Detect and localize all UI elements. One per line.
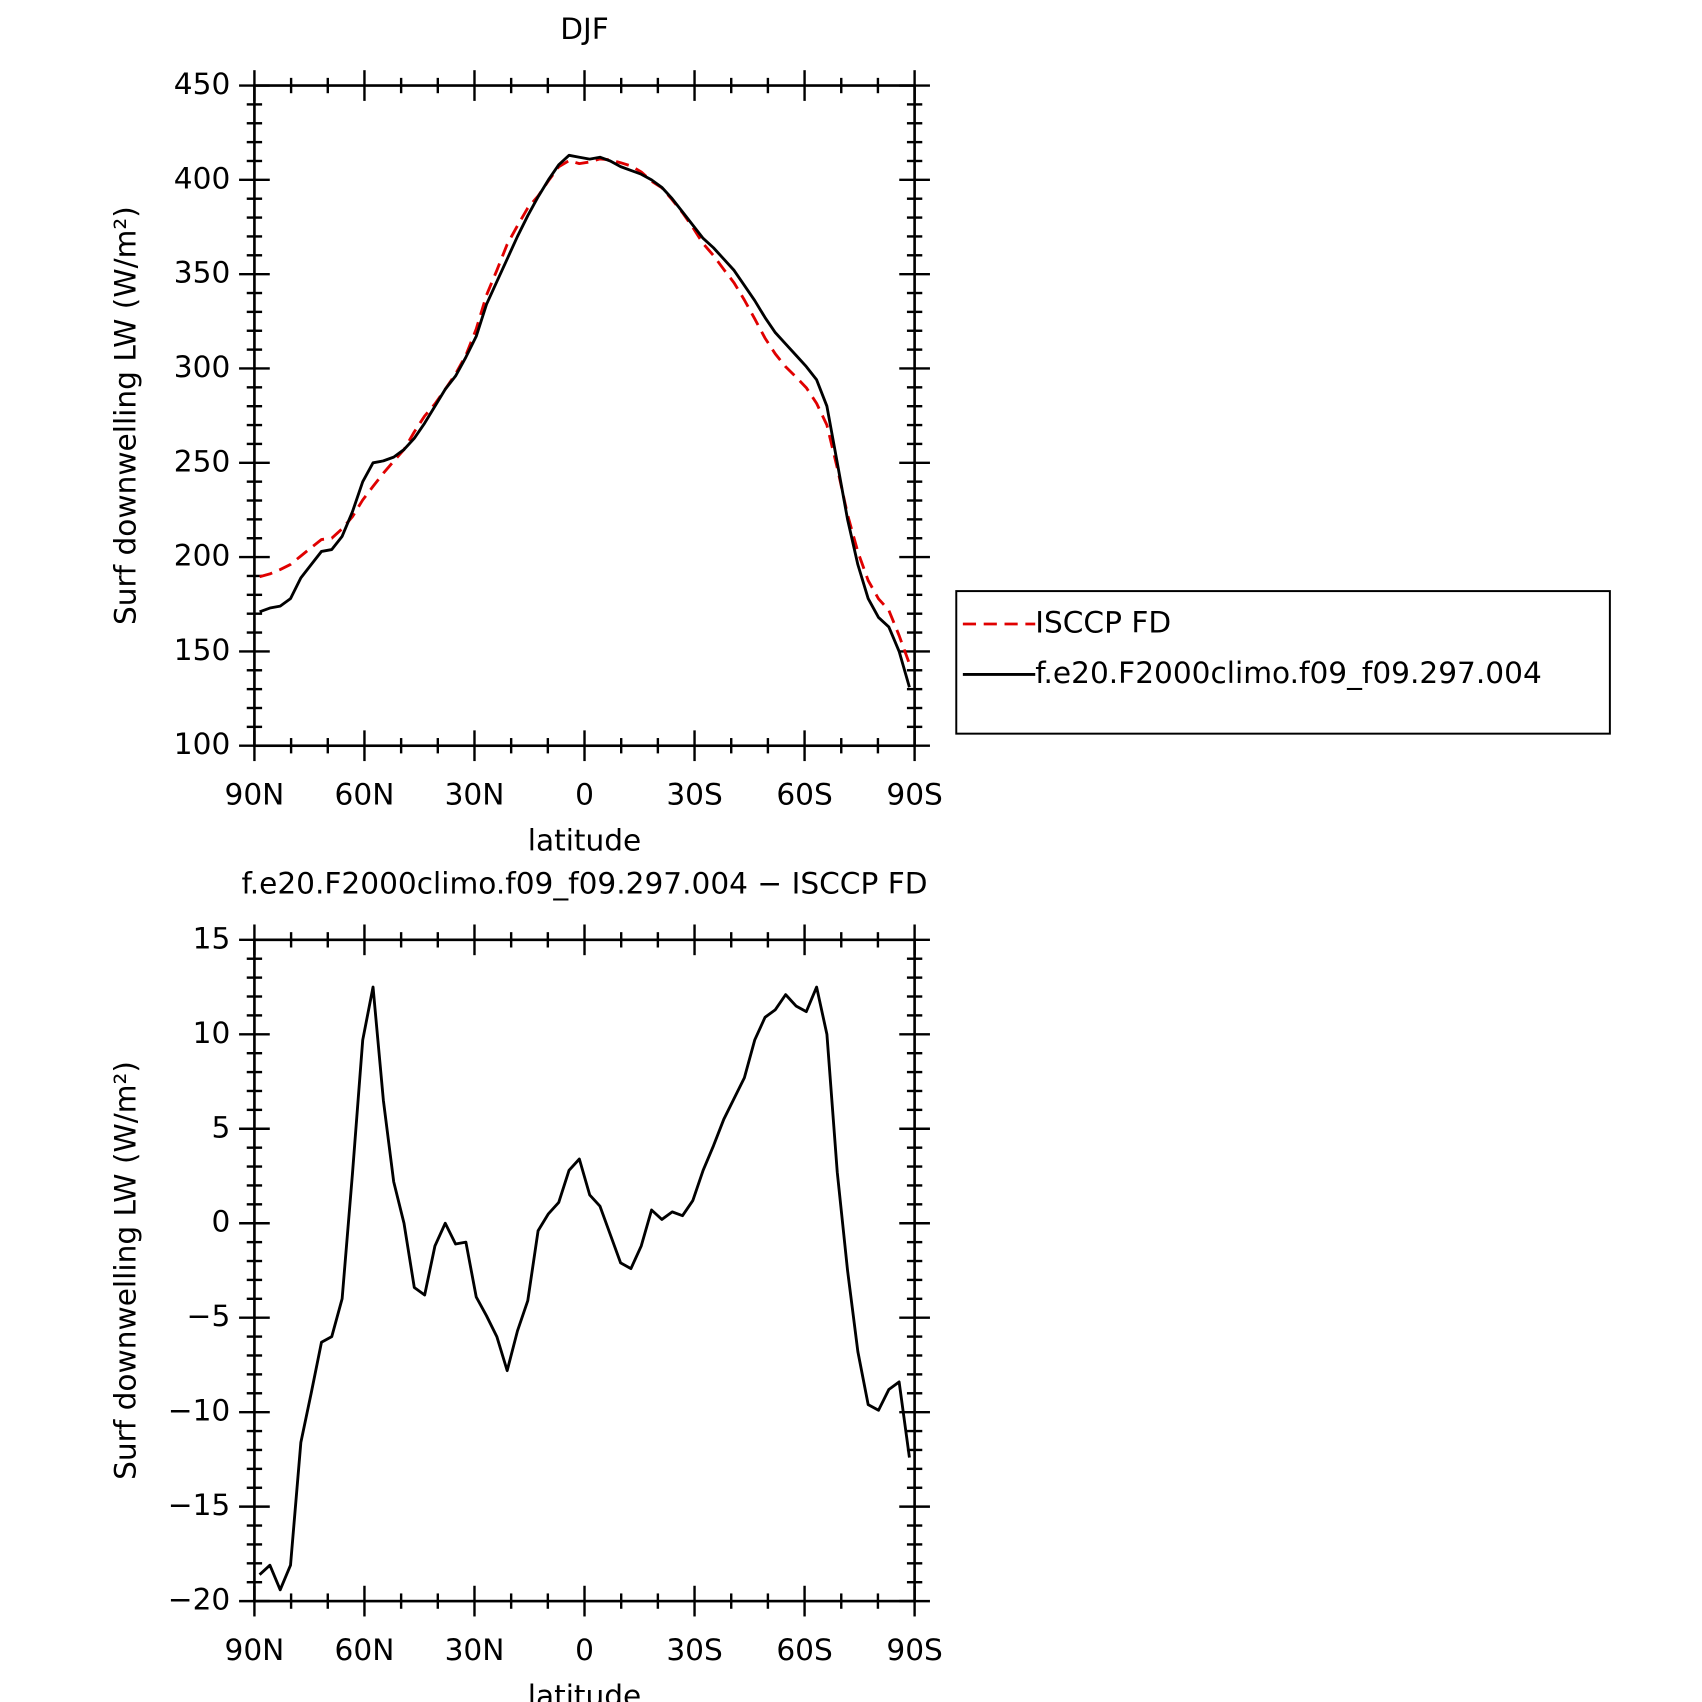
y-axis-label: Surf downwelling LW (W/m²) [109,206,143,625]
x-tick-label: 30N [445,778,505,812]
x-axis-label: latitude [528,1679,642,1702]
y-tick-label: 200 [174,539,230,573]
data-line [258,985,911,1592]
x-tick-label: 30S [666,778,722,812]
y-tick-label: −20 [168,1583,230,1617]
chart-title: DJF [560,12,609,46]
y-tick-label: 15 [193,921,231,955]
y-tick-label: −15 [168,1488,230,1522]
x-tick-label: 60S [776,1633,832,1667]
legend-label: ISCCP FD [1035,605,1171,639]
plot-frame [253,938,916,1603]
x-tick-label: 60N [335,1633,395,1667]
chart-title: f.e20.F2000climo.f09_f09.297.004 − ISCCP… [241,866,927,900]
x-tick-label: 90N [225,778,285,812]
legend-box [955,590,1611,735]
legend-label: f.e20.F2000climo.f09_f09.297.004 [1035,656,1542,690]
y-tick-label: −5 [187,1299,231,1333]
x-tick-label: 90S [886,778,942,812]
y-tick-label: 350 [174,256,230,290]
x-tick-label: 90S [886,1633,942,1667]
y-tick-label: 0 [211,1205,230,1239]
y-tick-label: 300 [174,350,230,384]
y-tick-label: 450 [174,67,230,101]
y-tick-label: 5 [211,1110,230,1144]
data-line [259,157,911,665]
y-tick-label: 150 [174,633,230,667]
plot-frame [253,84,916,748]
x-tick-label: 30S [666,1633,722,1667]
x-tick-label: 0 [575,1633,594,1667]
y-axis-label: Surf downwelling LW (W/m²) [109,1061,143,1480]
y-tick-label: 10 [193,1016,231,1050]
y-tick-label: −10 [168,1394,230,1428]
x-tick-label: 60N [335,778,395,812]
y-tick-label: 400 [174,161,230,195]
data-line [259,153,911,688]
x-tick-label: 30N [445,1633,505,1667]
x-tick-label: 90N [225,1633,285,1667]
x-tick-label: 60S [776,778,832,812]
x-axis-label: latitude [528,824,642,858]
y-tick-label: 100 [174,727,230,761]
x-tick-label: 0 [575,778,594,812]
y-tick-label: 250 [174,444,230,478]
